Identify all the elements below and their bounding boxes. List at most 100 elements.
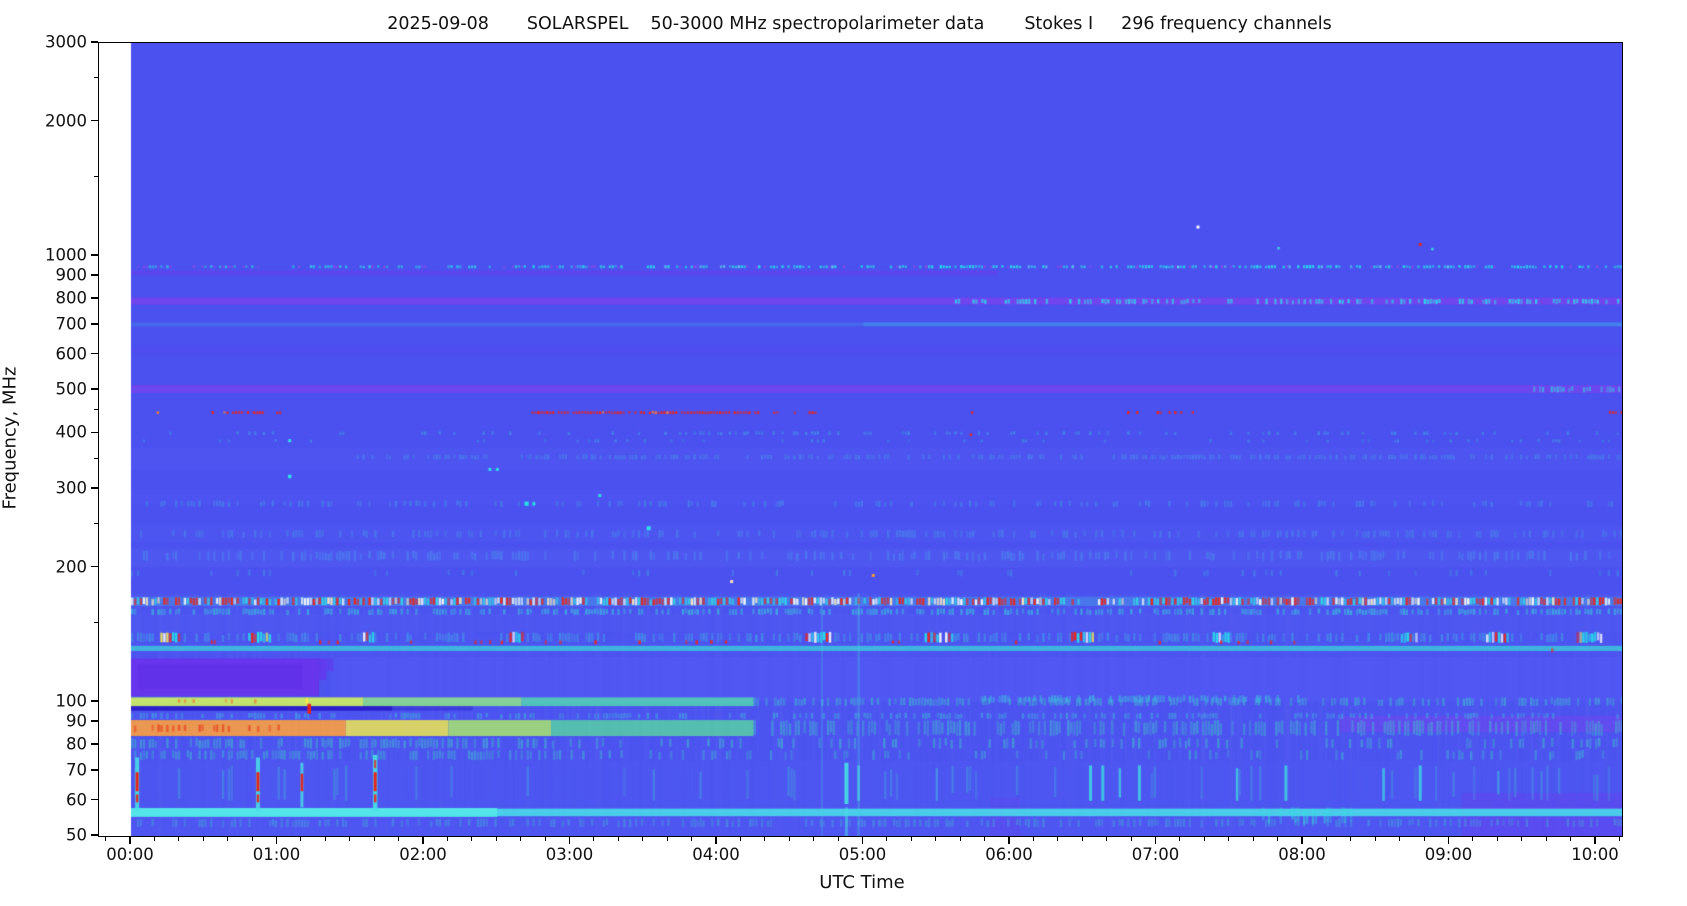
y-tick-mark [91,352,98,355]
x-minor-tick-mark [642,836,644,841]
x-tick-mark [1594,836,1596,844]
y-axis-title: Frequency, MHz [0,366,21,510]
x-minor-tick-mark [691,836,693,841]
x-minor-tick-mark [1252,836,1254,841]
x-tick-label: 04:00 [692,845,740,865]
x-axis-title: UTC Time [819,872,905,893]
y-minor-tick-mark [93,76,98,78]
x-minor-tick-mark [446,836,448,841]
x-minor-tick-mark [1032,836,1034,841]
x-minor-tick-mark [813,836,815,841]
x-tick-label: 01:00 [252,845,301,865]
title-stokes: Stokes I [1024,14,1094,34]
x-minor-tick-mark [935,836,937,841]
y-minor-tick-mark [93,621,98,623]
spectrogram-canvas [99,43,1622,836]
x-minor-tick-mark [349,836,351,841]
y-minor-tick-mark [93,175,98,177]
x-minor-tick-mark [593,836,595,841]
x-tick-label: 06:00 [985,845,1033,865]
x-tick-label: 07:00 [1131,845,1180,865]
x-minor-tick-mark [324,836,326,841]
x-minor-tick-mark [1325,836,1327,841]
y-tick-label: 80 [66,734,87,754]
x-minor-tick-mark [1179,836,1181,841]
x-minor-tick-mark [1228,836,1230,841]
x-minor-tick-mark [1545,836,1547,841]
x-minor-tick-mark [1521,836,1523,841]
x-minor-tick-mark [837,836,839,841]
x-minor-tick-mark [398,836,400,841]
x-tick-mark [129,836,131,844]
x-minor-tick-mark [1130,836,1132,841]
x-minor-tick-mark [227,836,229,841]
x-minor-tick-mark [520,836,522,841]
y-tick-mark [91,720,98,722]
x-minor-tick-mark [105,836,107,841]
y-tick-label: 60 [66,790,87,810]
x-minor-tick-mark [1277,836,1279,841]
x-minor-tick-mark [1570,836,1572,841]
x-minor-tick-mark [544,836,546,841]
chart-title: 2025-09-08 SOLARSPEL 50-3000 MHz spectro… [0,14,1687,34]
y-tick-label: 3000 [45,32,87,52]
x-tick-mark [715,836,717,844]
x-minor-tick-mark [984,836,986,841]
x-minor-tick-mark [1618,836,1620,841]
y-tick-mark [91,743,98,745]
x-tick-label: 05:00 [838,845,887,865]
x-tick-mark [1008,836,1010,844]
x-tick-mark [568,836,571,844]
x-minor-tick-mark [471,836,473,841]
x-minor-tick-mark [617,836,619,841]
x-tick-label: 02:00 [399,845,447,865]
y-tick-label: 1000 [45,245,87,265]
x-minor-tick-mark [788,836,790,841]
x-tick-label: 09:00 [1424,845,1473,865]
x-tick-label: 00:00 [106,845,154,865]
x-tick-mark [275,836,278,844]
x-tick-mark [1154,836,1157,844]
y-tick-label: 200 [55,557,88,577]
x-minor-tick-mark [1203,836,1205,841]
y-tick-label: 50 [66,825,87,845]
y-tick-label: 500 [55,379,88,399]
x-minor-tick-mark [495,836,497,841]
y-tick-label: 90 [66,711,87,731]
x-minor-tick-mark [764,836,766,841]
x-tick-mark [422,836,424,844]
y-tick-label: 100 [55,691,88,711]
x-minor-tick-mark [153,836,155,841]
x-minor-tick-mark [373,836,375,841]
y-tick-mark [91,565,98,568]
x-minor-tick-mark [178,836,180,841]
y-tick-mark [91,834,98,836]
x-minor-tick-mark [739,836,741,841]
y-tick-mark [91,297,98,299]
x-minor-tick-mark [1472,836,1474,841]
y-tick-mark [91,769,98,771]
title-description: 50-3000 MHz spectropolarimeter data [650,14,985,34]
y-tick-mark [91,487,98,489]
title-channels: 296 frequency channels [1121,14,1332,34]
x-tick-label: 08:00 [1278,845,1326,865]
x-minor-tick-mark [1106,836,1108,841]
y-tick-mark [91,700,98,702]
x-minor-tick-mark [202,836,204,841]
y-tick-label: 600 [55,344,88,364]
x-tick-mark [1447,836,1450,844]
x-minor-tick-mark [1374,836,1376,841]
x-tick-mark [1301,836,1303,844]
x-minor-tick-mark [959,836,961,841]
x-minor-tick-mark [1057,836,1059,841]
title-date: 2025-09-08 [387,14,489,34]
x-minor-tick-mark [1350,836,1352,841]
y-minor-tick-mark [93,457,98,459]
x-minor-tick-mark [1496,836,1498,841]
y-tick-mark [91,274,98,276]
y-minor-tick-mark [93,408,98,410]
y-tick-mark [91,388,98,390]
y-tick-mark [91,323,98,325]
spectrogram-frame [98,42,1623,837]
